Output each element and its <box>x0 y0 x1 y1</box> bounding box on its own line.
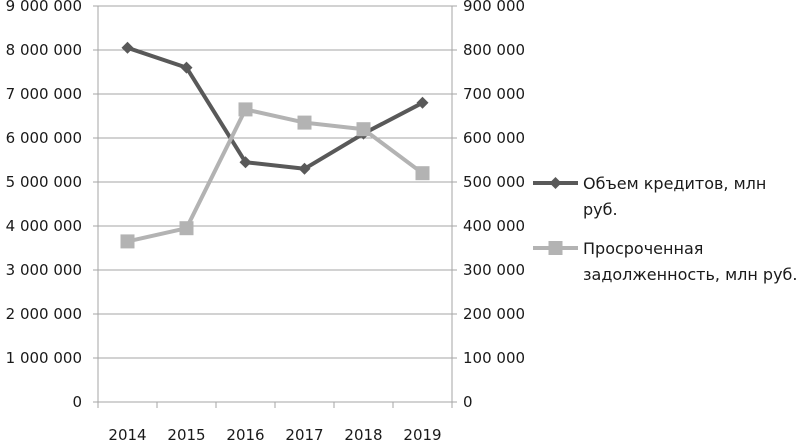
data-point-square <box>238 102 253 117</box>
left-tick-label: 6 000 000 <box>6 129 82 147</box>
series-1 <box>121 41 429 175</box>
left-tick-label: 1 000 000 <box>6 349 82 367</box>
right-tick-label: 300 000 <box>463 261 525 279</box>
right-tick-label: 600 000 <box>463 129 525 147</box>
x-tick-label: 2015 <box>167 426 205 442</box>
series-line <box>127 107 424 244</box>
data-point-diamond <box>239 156 252 169</box>
data-point-square <box>548 241 563 255</box>
right-tick-label: 200 000 <box>463 305 525 323</box>
series-layer <box>120 41 430 249</box>
left-tick-label: 7 000 000 <box>6 85 82 103</box>
x-axis-tick-labels: 2014 2015 2016 2017 2018 2019 <box>108 426 441 442</box>
legend-label: Просроченная <box>583 239 703 258</box>
right-tick-label: 500 000 <box>463 173 525 191</box>
legend-label: руб. <box>583 200 618 219</box>
left-tick-label: 4 000 000 <box>6 217 82 235</box>
data-point-diamond <box>121 41 134 54</box>
data-point-square <box>179 221 194 236</box>
data-point-diamond <box>180 61 193 74</box>
right-tick-label: 100 000 <box>463 349 525 367</box>
series-2 <box>120 102 430 249</box>
left-tick-label: 2 000 000 <box>6 305 82 323</box>
legend-label: Объем кредитов, млн <box>583 174 766 193</box>
gridlines <box>98 5 452 359</box>
right-axis-tick-labels: 0 100 000 200 000 300 000 400 000 500 000 600 … <box>463 0 525 411</box>
data-point-square <box>356 122 371 137</box>
data-point-square <box>415 166 430 181</box>
data-point-diamond <box>416 96 429 109</box>
data-point-square <box>297 115 312 130</box>
x-tick-label: 2018 <box>344 426 382 442</box>
axes <box>93 5 457 408</box>
right-tick-label: 800 000 <box>463 41 525 59</box>
left-tick-label: 0 <box>72 393 82 411</box>
left-tick-label: 5 000 000 <box>6 173 82 191</box>
series-line <box>126 45 424 171</box>
x-tick-label: 2019 <box>403 426 441 442</box>
data-point-square <box>120 234 135 249</box>
left-tick-label: 9 000 000 <box>6 0 82 15</box>
data-point-diamond <box>549 177 562 189</box>
right-tick-label: 400 000 <box>463 217 525 235</box>
legend-item-1: Объем кредитов, млн руб. <box>533 174 766 219</box>
left-tick-label: 8 000 000 <box>6 41 82 59</box>
right-tick-label: 700 000 <box>463 85 525 103</box>
data-point-diamond <box>298 162 311 175</box>
right-tick-label: 900 000 <box>463 0 525 15</box>
legend-item-2: Просроченная задолженность, млн руб. <box>533 239 798 284</box>
x-tick-label: 2014 <box>108 426 146 442</box>
x-tick-label: 2017 <box>285 426 323 442</box>
left-axis-tick-labels: 0 1 000 000 2 000 000 3 000 000 4 000 000 5 0… <box>6 0 82 411</box>
legend: Объем кредитов, млн руб. Просроченная задол… <box>533 174 798 284</box>
left-tick-label: 3 000 000 <box>6 261 82 279</box>
legend-label: задолженность, млн руб. <box>583 265 798 284</box>
x-tick-label: 2016 <box>226 426 264 442</box>
right-tick-label: 0 <box>463 393 473 411</box>
